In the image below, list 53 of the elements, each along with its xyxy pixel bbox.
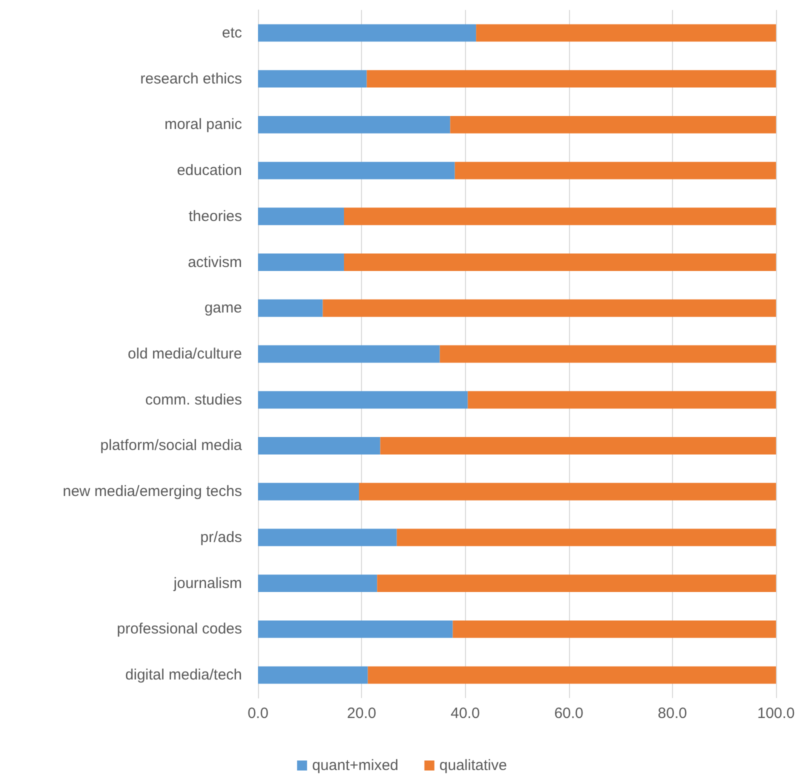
y-tick-label: moral panic [164, 116, 242, 134]
x-tick-label: 80.0 [658, 705, 687, 722]
bar [258, 528, 397, 546]
y-tick-label: new media/emerging techs [62, 483, 242, 500]
bar [258, 208, 344, 226]
x-tick-label: 0.0 [248, 705, 268, 722]
y-tick-label: research ethics [140, 70, 242, 88]
y-tick-label: comm. studies [145, 391, 242, 408]
y-tick-label: pr/ads [200, 528, 242, 546]
y-tick-label: theories [188, 208, 242, 225]
x-tick-label: 40.0 [450, 705, 480, 722]
bar [322, 299, 776, 317]
bar [344, 208, 776, 226]
bar [258, 299, 323, 317]
bar [258, 70, 367, 88]
legend-label: qualitative [439, 757, 507, 774]
bar [440, 345, 776, 363]
y-tick-label: journalism [172, 574, 242, 592]
bar [396, 528, 776, 546]
legend-label: quant+mixed [312, 757, 398, 774]
x-tick-label: 20.0 [347, 705, 376, 722]
bar [258, 162, 455, 180]
y-tick-label: education [176, 162, 242, 180]
y-tick-label: professional codes [116, 620, 242, 638]
bar [380, 437, 776, 454]
bar [258, 620, 453, 638]
bar [450, 116, 776, 134]
y-tick-label: game [204, 300, 242, 317]
bar [258, 482, 360, 500]
bar [476, 24, 776, 42]
bar [454, 162, 776, 180]
x-tick-label: 100.0 [757, 705, 795, 722]
bar [258, 666, 368, 684]
bar [359, 482, 776, 500]
bar [258, 345, 440, 363]
bar [344, 254, 776, 271]
bar [258, 437, 380, 454]
bar [452, 620, 776, 638]
bar [366, 70, 776, 88]
bar [468, 391, 776, 409]
bar [368, 666, 776, 684]
y-tick-label: etc [222, 24, 242, 42]
bar [258, 254, 344, 271]
y-tick-label: platform/social media [100, 437, 243, 454]
bar [258, 574, 378, 592]
y-tick-label: activism [188, 254, 242, 271]
bar [258, 391, 468, 409]
y-tick-label: old media/culture [128, 346, 242, 362]
bar [377, 574, 776, 592]
bar [258, 116, 450, 134]
y-tick-label: digital media/tech [125, 666, 242, 684]
bar [258, 24, 476, 42]
x-tick-label: 60.0 [554, 705, 584, 722]
